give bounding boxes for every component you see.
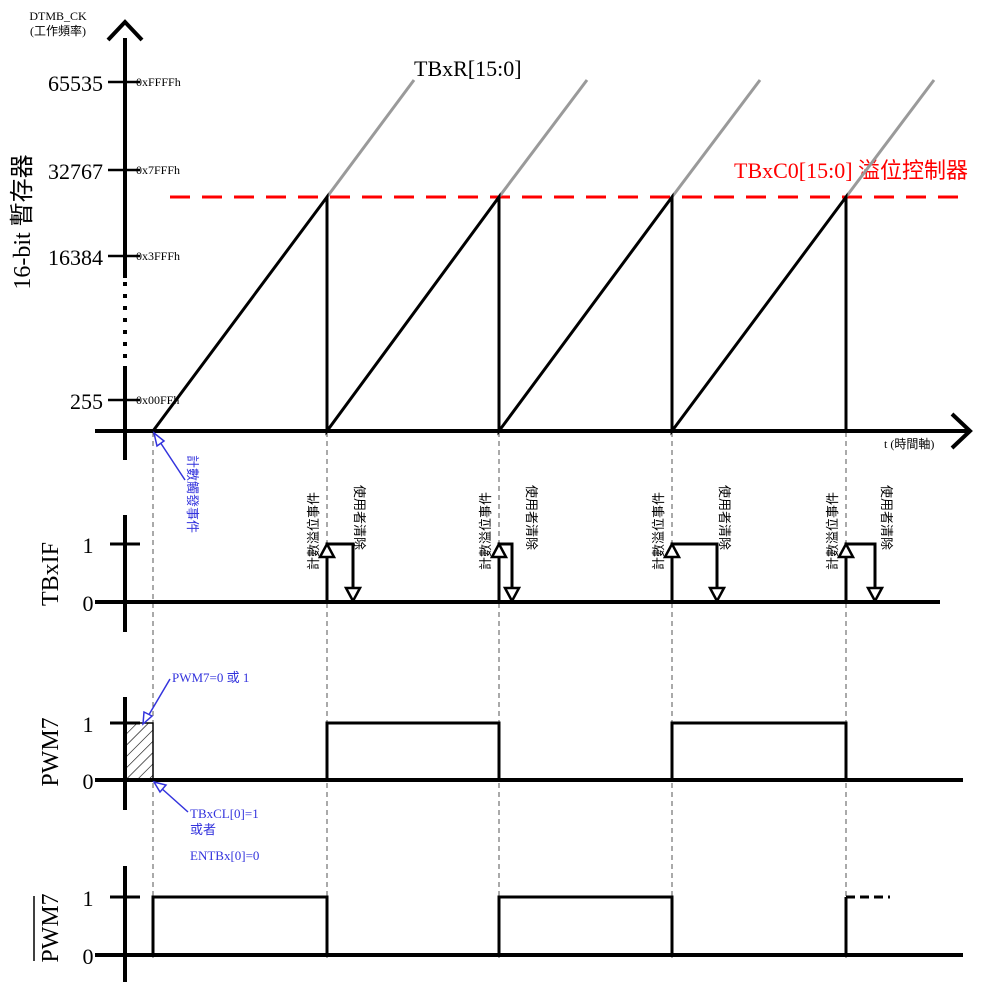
pwm7n-pulse-2 — [497, 895, 674, 955]
tick-decimal-65535: 65535 — [48, 71, 103, 96]
pwm7n-signal-name: PWM7 — [38, 893, 64, 962]
clear-arrow-down-3 — [707, 586, 727, 604]
tbxif-pulse-4 — [844, 542, 877, 600]
pwm7n-low-label: 0 — [83, 944, 94, 969]
clear-event-label-1: 使用者清除 — [352, 485, 367, 550]
event-labels: 計數溢位事件 使用者清除 計數溢位事件 使用者清除 計數溢位事件 使用者清除 計… — [306, 485, 894, 570]
tbxif-pulse-3 — [670, 542, 719, 600]
tbxif-pulse-2 — [497, 542, 514, 600]
pwm7-waveform: 1 0 PWM7 PWM7=0 或 1 TBxCL[0]=1 或者 ENTBx[… — [38, 670, 963, 863]
tbxif-pulse-1 — [325, 542, 355, 600]
pwm-initial-label: PWM7=0 或 1 — [172, 670, 249, 685]
overflow-arrow-up-1 — [317, 541, 337, 559]
tbxif-signal-name: TBxIF — [38, 542, 64, 606]
overflow-event-label-1: 計數溢位事件 — [306, 492, 321, 570]
reset-label-line2: 或者 — [190, 822, 216, 837]
tbxif-waveform: 1 0 TBxIF — [38, 515, 940, 632]
counter-chart: 65535 32767 16384 255 0xFFFFh 0x7FFFh 0x… — [9, 9, 973, 533]
tick-hex-65535: 0xFFFFh — [136, 75, 181, 89]
pwm-initial-arrowhead — [142, 710, 154, 726]
clear-arrow-down-1 — [343, 586, 363, 604]
pwm7-pulse-2 — [670, 721, 848, 780]
trigger-pointer — [159, 441, 186, 481]
counter-extension-4 — [844, 79, 936, 198]
time-axis-title: t (時間軸) — [884, 437, 934, 451]
register-axis-title: 16-bit 暫存器 — [9, 154, 36, 289]
pwm7-inverted-waveform: 1 0 PWM7 — [33, 866, 963, 982]
reset-arrowhead — [152, 780, 168, 794]
tick-hex-16384: 0x3FFFh — [136, 249, 180, 263]
pwm7-pulse-1 — [325, 721, 501, 780]
counter-sawtooth — [151, 192, 848, 436]
clear-event-label-2: 使用者清除 — [524, 485, 539, 550]
overflow-arrow-up-4 — [836, 541, 856, 559]
pwm7-undefined-region — [124, 722, 154, 781]
tick-decimal-255: 255 — [70, 389, 103, 414]
pwm7-low-label: 0 — [83, 769, 94, 794]
clear-event-label-4: 使用者清除 — [879, 485, 894, 550]
counter-label: TBxR[15:0] — [414, 56, 522, 81]
overflow-event-label-2: 計數溢位事件 — [478, 492, 493, 570]
time-guide-lines — [152, 432, 847, 958]
reset-label-line3: ENTBx[0]=0 — [190, 848, 259, 863]
overflow-arrow-up-3 — [662, 541, 682, 559]
tick-hex-32767: 0x7FFFh — [136, 163, 180, 177]
tick-decimal-32767: 32767 — [48, 159, 103, 184]
overflow-event-label-3: 計數溢位事件 — [651, 492, 666, 570]
trigger-arrowhead — [152, 431, 166, 448]
clock-label-sub: (工作頻率) — [30, 23, 86, 38]
counter-extension-1 — [325, 79, 416, 198]
clock-label: DTMB_CK — [29, 9, 87, 23]
overflow-event-label-4: 計數溢位事件 — [825, 492, 840, 570]
overflow-arrow-up-2 — [489, 541, 509, 559]
compare-label: TBxC0[15:0] 溢位控制器 — [734, 158, 968, 183]
clear-event-label-3: 使用者清除 — [717, 485, 732, 550]
pwm7-high-label: 1 — [83, 712, 94, 737]
pwm-initial-pointer — [146, 678, 171, 719]
tbxif-high-label: 1 — [83, 533, 94, 558]
counter-extension-3 — [670, 79, 762, 198]
tick-decimal-16384: 16384 — [48, 245, 103, 270]
counter-extension-2 — [497, 79, 589, 198]
reset-pointer — [159, 786, 189, 813]
pwm7n-pulse-1 — [151, 895, 329, 955]
counter-extensions — [325, 79, 936, 198]
clear-arrow-down-4 — [865, 586, 885, 604]
pwm7n-high-label: 1 — [83, 886, 94, 911]
trigger-event-label: 計數觸發事件 — [185, 455, 200, 533]
time-axis-arrow — [950, 412, 973, 450]
tick-hex-255: 0x00FFh — [136, 393, 179, 407]
pwm7-signal-name: PWM7 — [38, 717, 64, 786]
clear-arrow-down-2 — [502, 586, 522, 604]
tbxif-low-label: 0 — [83, 591, 94, 616]
register-axis-arrow — [106, 19, 144, 42]
reset-label-line1: TBxCL[0]=1 — [190, 806, 259, 821]
